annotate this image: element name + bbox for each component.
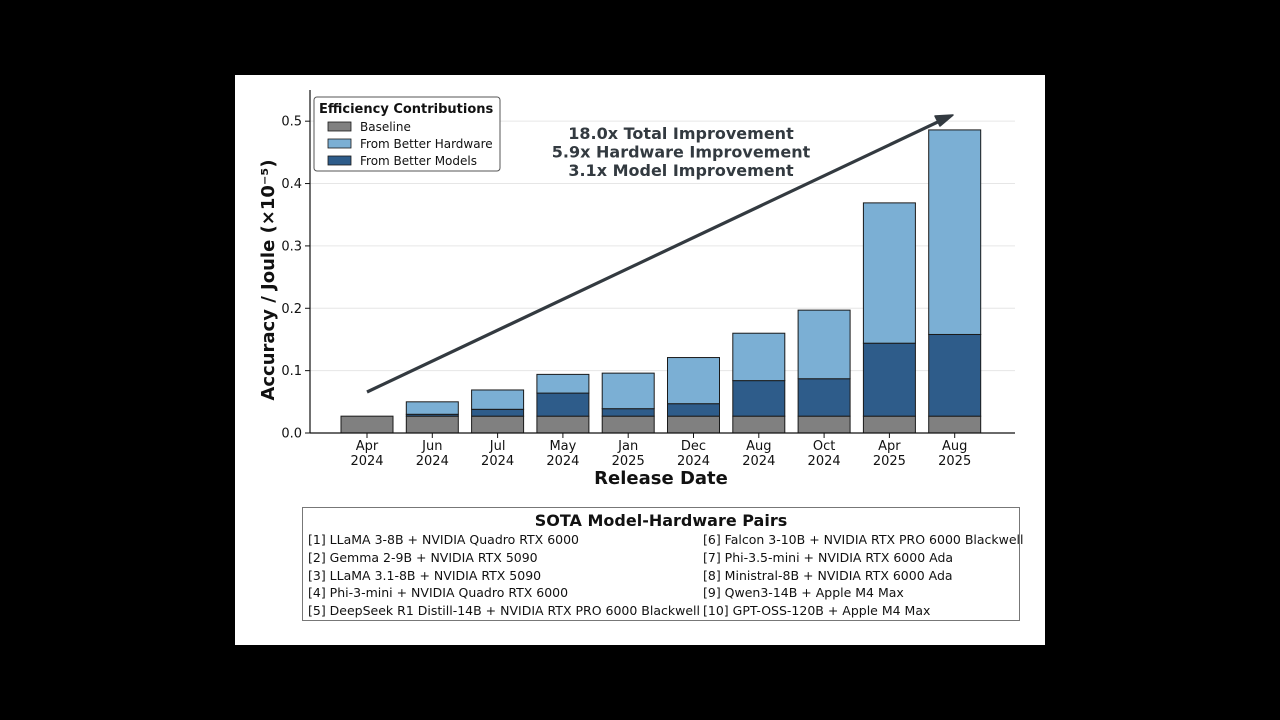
- x-tick-month: Oct: [813, 439, 835, 454]
- legend-entry-label: From Better Models: [360, 154, 477, 168]
- bar-from-better-hardware: [732, 332, 786, 382]
- y-tick-label: 0.5: [281, 115, 302, 130]
- legend: Efficiency Contributions Baseline From Be…: [313, 96, 501, 172]
- bar-from-better-hardware: [797, 309, 851, 380]
- pair-item: [6] Falcon 3-10B + NVIDIA RTX PRO 6000 B…: [703, 532, 1024, 547]
- bar-from-better-models: [667, 403, 720, 417]
- x-tick-month: Dec: [681, 439, 706, 454]
- x-tick-year: 2024: [808, 454, 841, 469]
- legend-frame: [313, 96, 501, 172]
- pair-item: [8] Ministral-8B + NVIDIA RTX 6000 Ada: [703, 567, 953, 583]
- bar-baseline: [862, 415, 916, 434]
- bar-from-better-models: [601, 408, 655, 417]
- pair-item: [10] GPT-OSS-120B + Apple M4 Max: [703, 603, 931, 619]
- bar-baseline: [667, 415, 720, 434]
- x-tick-month: Aug: [942, 439, 967, 454]
- bar-from-better-hardware: [667, 357, 720, 405]
- x-tick-year: 2024: [416, 454, 449, 469]
- bar-baseline: [928, 415, 982, 434]
- x-tick-year: 2025: [612, 454, 645, 469]
- x-tick-year: 2024: [742, 454, 775, 469]
- bar-baseline: [732, 415, 786, 434]
- y-axis-label: Accuracy / Joule (×10⁻⁵): [258, 159, 279, 400]
- x-axis-label: Release Date: [594, 468, 728, 489]
- legend-entry-label: From Better Hardware: [360, 137, 493, 151]
- trend-arrow: [366, 114, 954, 394]
- figure: 0.0 0.1 0.2 0.3 0.4 0.5 Apr 2024 Jun 2024 Jul 2024 M…: [235, 75, 1045, 645]
- x-tick-year: 2025: [873, 454, 906, 469]
- pair-item: [1] LLaMA 3-8B + NVIDIA Quadro RTX 6000: [308, 532, 580, 547]
- y-tick-label: 0.0: [281, 427, 302, 442]
- bar-from-better-hardware: [862, 202, 916, 344]
- bar-baseline: [797, 415, 851, 434]
- pair-item: [5] DeepSeek R1 Distill-14B + NVIDIA RTX…: [308, 603, 700, 619]
- y-tick-label: 0.4: [281, 177, 302, 192]
- bar-from-better-hardware: [405, 401, 459, 415]
- trend-arrow-head: [934, 114, 954, 127]
- y-tick-label: 0.3: [281, 239, 302, 254]
- bar-baseline: [340, 415, 394, 434]
- legend-entry-label: Baseline: [360, 120, 411, 134]
- annotation-line: 18.0x Total Improvement: [568, 124, 794, 143]
- bar-from-better-hardware: [928, 129, 982, 335]
- axes: [305, 90, 1015, 438]
- pair-item: [9] Qwen3-14B + Apple M4 Max: [703, 585, 904, 601]
- pairs-column-right: [6] Falcon 3-10B + NVIDIA RTX PRO 6000 B…: [703, 531, 1024, 620]
- bar-baseline: [601, 415, 655, 434]
- x-tick-month: Aug: [746, 439, 771, 454]
- bar-baseline: [405, 415, 459, 434]
- y-tick-label: 0.2: [281, 302, 302, 317]
- annotation-line: 5.9x Hardware Improvement: [552, 143, 811, 162]
- bar-from-better-models: [797, 378, 851, 417]
- stacked-bar-chart: 0.00.10.20.30.40.5Apr2024Jun2024Jul2024M…: [258, 90, 1015, 489]
- annotation-line: 3.1x Model Improvement: [568, 161, 794, 180]
- pair-item: [2] Gemma 2-9B + NVIDIA RTX 5090: [308, 549, 538, 565]
- bar-from-better-models: [536, 392, 590, 417]
- bar-baseline: [471, 415, 525, 434]
- bar-from-better-models: [732, 380, 786, 417]
- bars: [340, 129, 982, 434]
- bar-baseline: [536, 415, 590, 434]
- bar-from-better-hardware: [601, 372, 655, 410]
- pair-item: [4] Phi-3-mini + NVIDIA Quadro RTX 6000: [308, 585, 569, 601]
- y-tick-label: 0.1: [281, 364, 302, 379]
- x-tick-month: Apr: [356, 439, 379, 454]
- x-tick-year: 2024: [350, 454, 383, 469]
- x-tick-month: May: [549, 439, 576, 454]
- x-tick-year: 2024: [677, 454, 710, 469]
- legend-swatch: [327, 155, 352, 166]
- bar-from-better-hardware: [471, 389, 525, 410]
- x-tick-month: Jul: [489, 439, 506, 454]
- x-tick-year: 2024: [546, 454, 579, 469]
- pairs-column-left: [1] LLaMA 3-8B + NVIDIA Quadro RTX 6000 […: [308, 531, 700, 620]
- bar-from-better-models: [928, 333, 982, 417]
- x-tick-year: 2025: [938, 454, 971, 469]
- sota-pairs-table: SOTA Model-Hardware Pairs [1] LLaMA 3-8B…: [302, 507, 1024, 621]
- legend-title: Efficiency Contributions: [319, 102, 494, 117]
- legend-swatch: [327, 138, 352, 149]
- bar-from-better-models: [471, 408, 525, 417]
- x-tick-month: Jun: [421, 439, 442, 454]
- bar-from-better-hardware: [536, 373, 590, 394]
- bar-from-better-models: [862, 342, 916, 417]
- x-tick-month: Apr: [878, 439, 901, 454]
- tick-labels: 0.00.10.20.30.40.5Apr2024Jun2024Jul2024M…: [281, 115, 971, 469]
- x-tick-year: 2024: [481, 454, 514, 469]
- pair-item: [7] Phi-3.5-mini + NVIDIA RTX 6000 Ada: [703, 549, 954, 565]
- x-tick-month: Jan: [617, 439, 638, 454]
- legend-swatch: [327, 121, 352, 132]
- trend-arrow-shaft: [366, 118, 943, 394]
- sota-pairs-title: SOTA Model-Hardware Pairs: [534, 511, 788, 530]
- pair-item: [3] LLaMA 3.1-8B + NVIDIA RTX 5090: [308, 567, 542, 583]
